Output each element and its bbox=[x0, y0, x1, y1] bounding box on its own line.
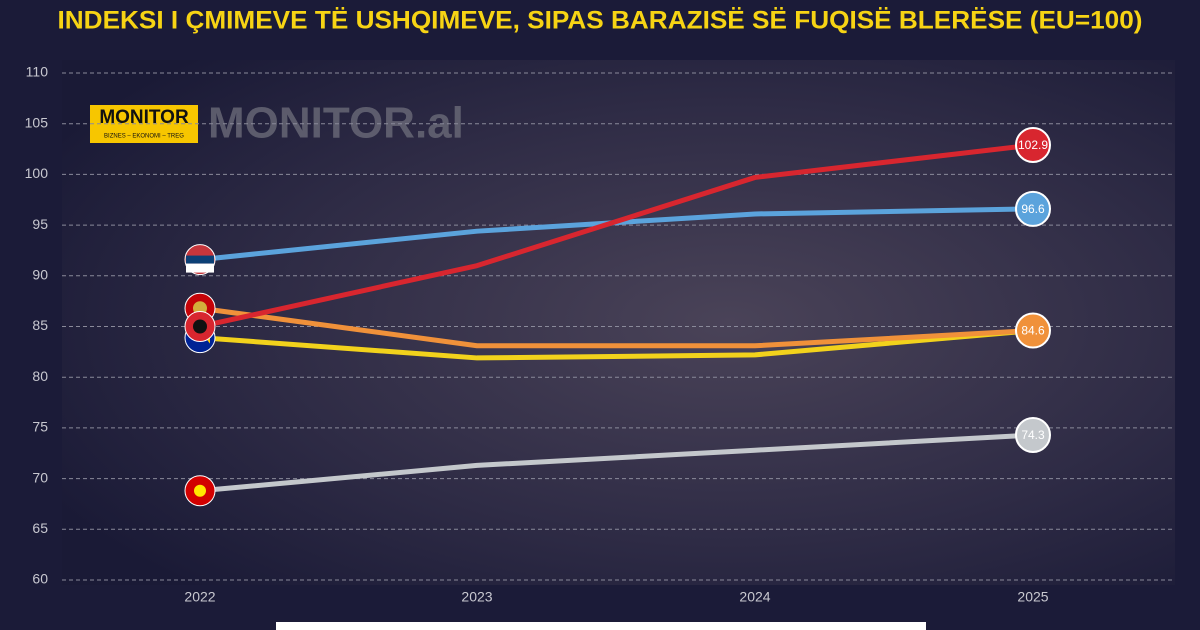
y-tick-label: 100 bbox=[25, 165, 49, 181]
y-tick-label: 85 bbox=[32, 317, 48, 333]
y-tick-label: 80 bbox=[32, 368, 48, 384]
y-tick-label: 90 bbox=[32, 267, 48, 283]
flag bbox=[184, 475, 216, 507]
flag-stripe bbox=[186, 255, 214, 264]
end-marker bbox=[1015, 312, 1051, 349]
plot: 60 65 70 75 80 85 90 95 100 105 110 2022 2023 2024 202… bbox=[25, 64, 1175, 605]
end-marker bbox=[1015, 416, 1051, 453]
x-tick-label: 2024 bbox=[739, 589, 770, 605]
y-tick-label: 95 bbox=[32, 216, 48, 232]
y-tick-label: 110 bbox=[26, 64, 49, 80]
end-marker bbox=[1015, 190, 1051, 227]
y-tick-label: 105 bbox=[25, 114, 49, 130]
line bbox=[199, 142, 1034, 329]
footer-bar bbox=[276, 622, 926, 630]
flag-stripe bbox=[186, 263, 214, 273]
logo: MONITOR bbox=[99, 107, 189, 128]
y-tick-label: 60 bbox=[32, 571, 48, 587]
line bbox=[199, 328, 1034, 361]
chart-title: INDEKSI I ÇMIMEVE TË USHQIMEVE, SIPAS BA… bbox=[58, 7, 1143, 35]
data-label: 84.6 bbox=[1021, 324, 1045, 338]
flag-emblem bbox=[193, 319, 207, 334]
x-tick-label: 2022 bbox=[184, 589, 215, 605]
line bbox=[199, 432, 1034, 494]
x-tick-label: 2025 bbox=[1017, 589, 1048, 605]
flag bbox=[184, 244, 216, 276]
data-label: 74.3 bbox=[1021, 428, 1045, 442]
y-tick-label: 70 bbox=[32, 469, 48, 485]
line bbox=[199, 305, 1034, 349]
data-label: 102.9 bbox=[1018, 138, 1048, 152]
x-tick-label: 2023 bbox=[461, 589, 492, 605]
photo-area bbox=[62, 60, 1175, 585]
flag bbox=[184, 311, 216, 342]
end-marker bbox=[1015, 126, 1051, 163]
data-label: 96.6 bbox=[1021, 202, 1045, 216]
flag-sun bbox=[194, 484, 206, 497]
watermark: MONITOR.al bbox=[208, 99, 464, 148]
logo-tagline: BIZNES – EKONOMI – TREG bbox=[104, 134, 184, 140]
y-tick-label: 65 bbox=[32, 520, 48, 536]
y-tick-label: 75 bbox=[32, 419, 48, 435]
